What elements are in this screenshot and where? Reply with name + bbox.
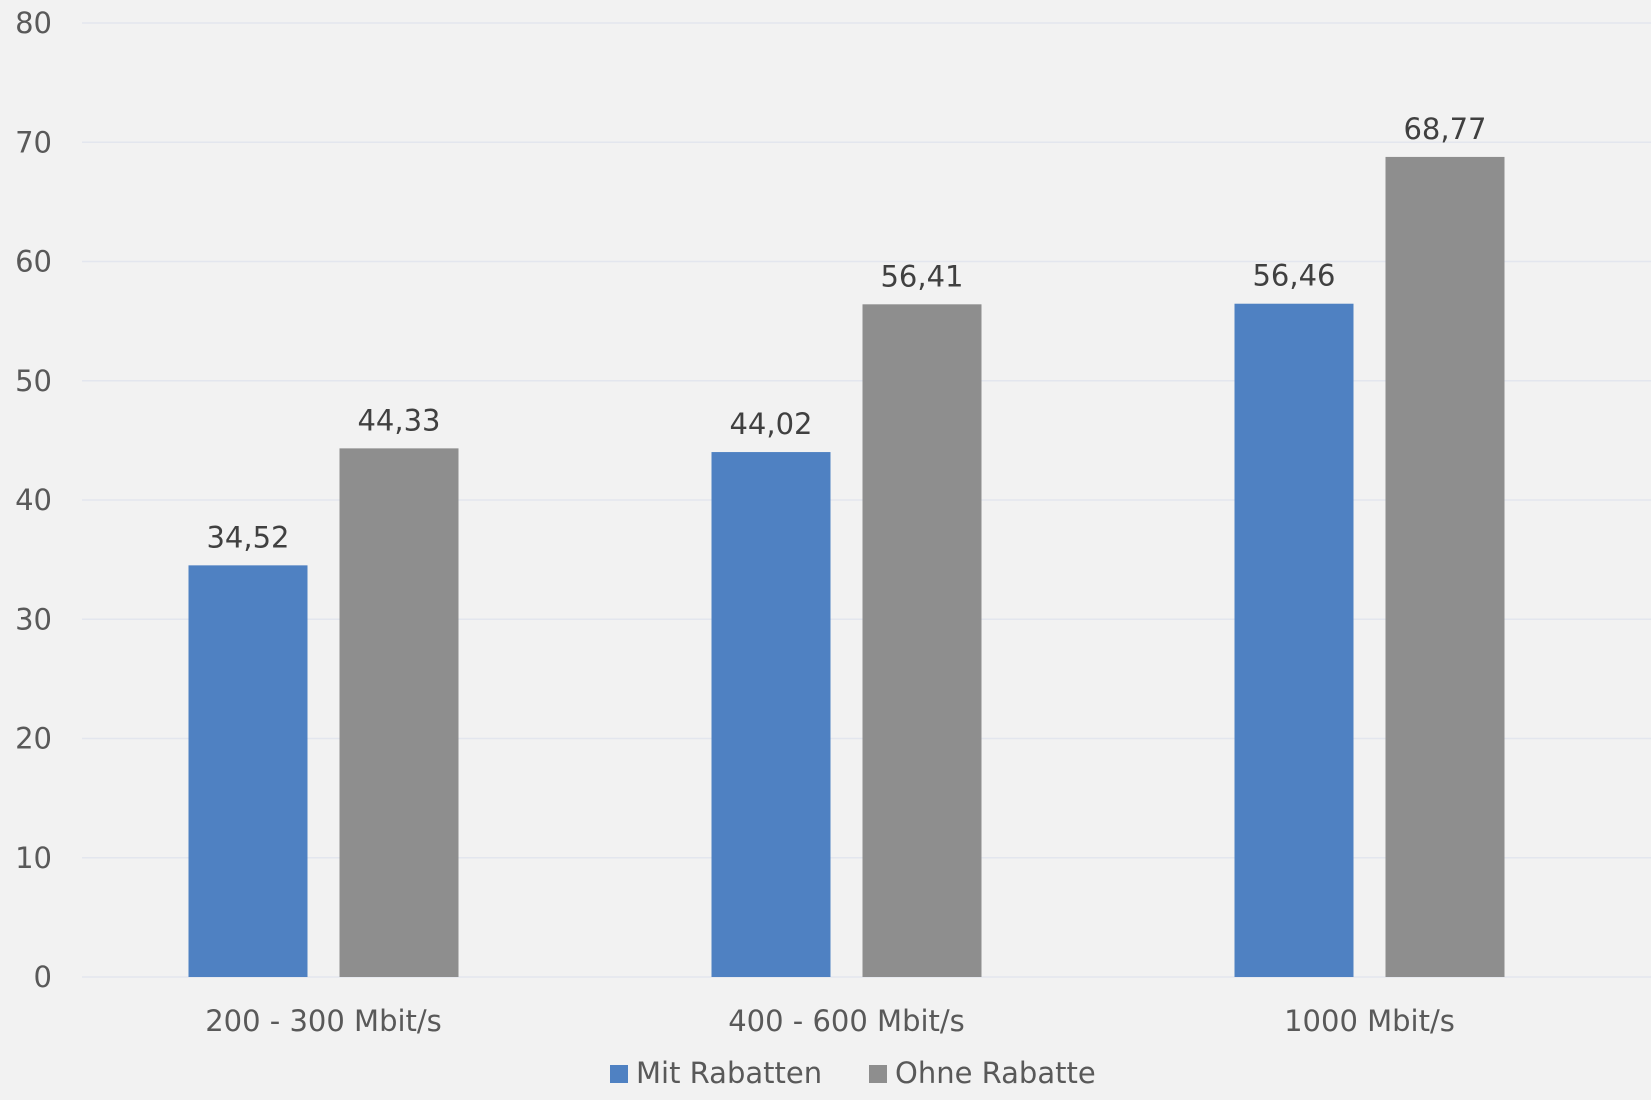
data-label-1-2: 68,77 xyxy=(1403,112,1486,146)
y-tick-label-80: 80 xyxy=(15,6,52,40)
data-label-0-1: 44,02 xyxy=(729,407,812,441)
y-tick-label-20: 20 xyxy=(15,722,52,756)
bar-mit-rabatten-0 xyxy=(188,565,308,977)
category-label-0: 200 - 300 Mbit/s xyxy=(205,1004,442,1038)
legend-label-0: Mit Rabatten xyxy=(636,1056,822,1090)
data-label-0-2: 56,46 xyxy=(1252,259,1335,293)
data-label-1-1: 56,41 xyxy=(880,259,963,293)
bar-ohne-rabatte-1 xyxy=(862,304,982,977)
bar-mit-rabatten-1 xyxy=(711,452,831,977)
y-tick-label-10: 10 xyxy=(15,841,52,875)
category-label-2: 1000 Mbit/s xyxy=(1284,1004,1455,1038)
bars xyxy=(188,156,1505,978)
legend-swatch-0 xyxy=(610,1065,628,1083)
bar-mit-rabatten-2 xyxy=(1234,303,1354,978)
y-tick-label-60: 60 xyxy=(15,245,52,279)
legend-swatch-1 xyxy=(869,1065,887,1083)
bar-ohne-rabatte-2 xyxy=(1385,156,1505,978)
data-labels: 34,52 44,33 44,02 56,41 56,46 68,77 xyxy=(206,112,1486,554)
y-tick-label-70: 70 xyxy=(15,125,52,159)
data-label-1-0: 44,33 xyxy=(357,403,440,437)
legend: Mit Rabatten Ohne Rabatte xyxy=(610,1056,1096,1090)
y-tick-label-40: 40 xyxy=(15,483,52,517)
legend-label-1: Ohne Rabatte xyxy=(895,1056,1096,1090)
category-label-1: 400 - 600 Mbit/s xyxy=(728,1004,965,1038)
data-label-0-0: 34,52 xyxy=(206,520,289,554)
bar-ohne-rabatte-0 xyxy=(339,448,459,977)
y-axis-tick-labels: 0 10 20 30 40 50 60 70 80 xyxy=(15,6,52,994)
y-tick-label-30: 30 xyxy=(15,602,52,636)
category-labels: 200 - 300 Mbit/s 400 - 600 Mbit/s 1000 Mbi… xyxy=(205,1004,1455,1038)
y-tick-label-50: 50 xyxy=(15,364,52,398)
y-tick-label-0: 0 xyxy=(34,960,52,994)
